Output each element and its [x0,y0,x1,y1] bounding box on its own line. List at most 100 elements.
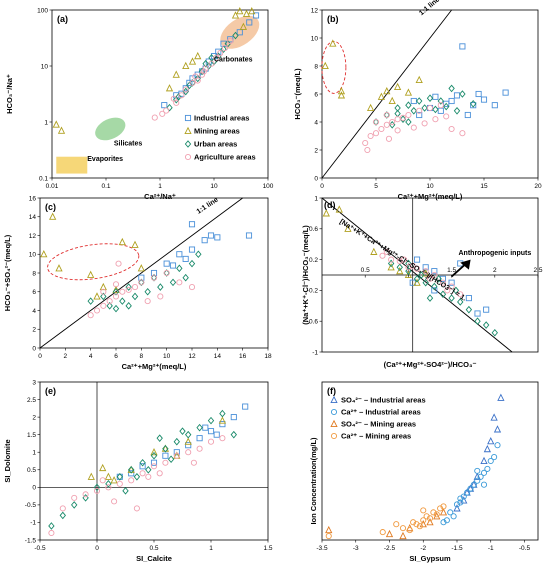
data-point-urban [448,84,455,93]
data-point-ca_mining [393,521,400,528]
data-point-mining [335,205,343,213]
data-point-urban [452,286,460,295]
data-point-agriculture [188,284,196,291]
x-axis-label: SI_Gypsum [409,554,451,563]
data-point-agriculture [367,132,374,140]
data-point-mining [366,103,375,112]
y-tick-label: 2.5 [27,397,36,404]
y-tick-label: -0.6 [307,319,319,326]
y-tick-label: 8 [314,63,318,70]
data-point-industrial [116,473,123,480]
data-point-urban [128,465,135,474]
data-point-industrial [214,234,221,241]
data-point-mining [337,86,346,95]
data-point-urban [195,250,202,259]
data-point-mining [99,463,107,472]
panel-c: 1:1 line 0 2 4 6 8 10 12 14 16 18 0 2 4 6 8 10 12 14 16 Ca²⁺… [3,195,272,371]
data-point-urban [150,273,158,282]
y-tick-label: 12 [311,7,319,14]
panel-e: -0.5 0 0.5 1 1.5 -1.5 -1 -0.5 0 0.5 1 1.5 2 2.5 3 SI_Ca… [3,379,273,563]
data-point-ca_mining [440,503,447,510]
data-point-agriculture [394,116,401,123]
data-point-so4_industrial [497,393,505,401]
data-point-ca_industrial [487,457,494,465]
data-point-urban [182,87,189,96]
legend: Industrial areas Mining areas Urban areas A… [184,114,256,162]
data-point-agriculture [145,473,152,480]
data-point-urban [465,305,473,314]
panel-label: (c) [45,202,56,212]
data-point-industrial [252,12,260,19]
data-point-industrial [443,100,450,107]
legend-label-so4_mining: SO₄²⁻ – Mining areas [341,420,416,429]
y-tick-label: -1.5 [25,537,37,544]
data-point-mining [99,282,107,291]
data-point-urban [453,106,461,115]
panel-label: (f) [327,386,336,396]
legend-marker-so4_mining [330,419,338,428]
anthropogenic-label: Anthropogenic inputs [459,250,532,257]
data-point-industrial [439,275,447,282]
data-point-urban [156,434,163,442]
data-point-urban [105,480,112,488]
data-point-ca_industrial [491,453,498,461]
data-point-ca_industrial [474,467,481,474]
data-point-ca_mining [423,513,430,520]
y-tick-label: 16 [29,195,37,202]
data-point-urban [122,487,129,495]
x-tick-label: 0 [95,545,99,552]
data-point-urban [405,101,412,110]
data-point-urban [422,278,429,287]
y-tick-label: 0.5 [27,467,36,474]
data-point-urban [179,427,186,435]
data-point-industrial [491,102,498,109]
data-point-agriculture [138,279,145,286]
data-point-agriculture [401,256,408,263]
data-point-urban [188,259,196,268]
data-point-urban [157,283,164,291]
data-point-agriculture [422,268,429,275]
y-tick-label: -1 [312,349,318,356]
data-point-agriculture [192,73,199,80]
data-point-mining [188,57,197,65]
x-tick-label: -3.5 [316,545,328,552]
data-point-agriculture [100,302,107,309]
data-point-urban [431,282,438,291]
x-tick-label: 16 [239,353,247,360]
legend-label-mining: Mining areas [194,127,240,136]
data-point-mining [344,224,352,232]
legend-marker-industrial [184,114,192,122]
data-point-mining [413,278,421,286]
data-point-agriculture [207,438,215,445]
data-point-industrial [150,269,158,277]
data-point-industrial [432,93,439,100]
x-tick-label: 0.5 [361,267,370,274]
data-point-agriculture [48,529,55,537]
y-tick-label: 2 [314,147,318,154]
data-point-urban [448,294,455,302]
data-point-mining [329,39,337,47]
data-point-agriculture [378,125,385,133]
data-point-mining [383,86,391,95]
legend-label-so4_industrial: SO₄²⁻ – Industrial areas [341,396,426,405]
data-point-agriculture [170,95,177,102]
x-tick-label: 0.5 [149,545,158,552]
data-point-industrial [448,97,455,105]
data-point-agriculture [388,256,395,263]
data-point-industrial [202,424,209,431]
data-point-urban [482,321,490,329]
one-to-one-line [39,197,243,349]
data-point-industrial [416,111,423,119]
data-point-agriculture [162,459,169,466]
data-point-mining [87,270,95,278]
data-point-urban [125,302,132,310]
x-tick-label: 1.5 [263,545,272,552]
data-point-so4_industrial [493,425,502,433]
y-tick-label: 0.2 [309,257,318,264]
data-point-urban [383,111,390,119]
data-point-mining [321,61,329,70]
x-tick-label: 1.5 [447,267,456,274]
data-point-urban [163,269,170,277]
data-point-urban [413,275,421,283]
data-point-mining [184,437,192,445]
